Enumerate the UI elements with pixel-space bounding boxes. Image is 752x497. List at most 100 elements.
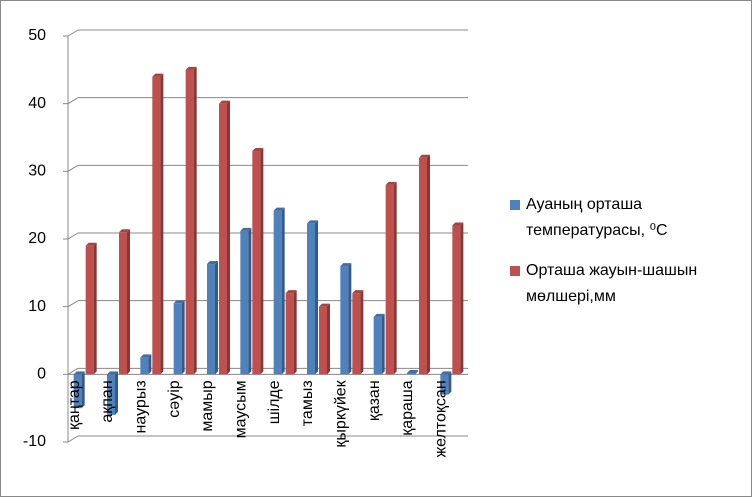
- grid-line: [67, 300, 79, 308]
- bar-top: [107, 371, 118, 375]
- bar: [85, 245, 94, 375]
- x-tick-label: шілде: [266, 380, 283, 424]
- bar-top: [307, 220, 318, 224]
- bar-side: [215, 261, 218, 375]
- bar-side: [381, 313, 385, 375]
- bar-top: [252, 148, 264, 152]
- x-tick-label: қаңтар: [66, 380, 83, 430]
- bar-top: [419, 154, 430, 158]
- bar: [340, 266, 349, 375]
- bar: [285, 293, 294, 375]
- bar-side: [193, 66, 197, 375]
- grid-line: [67, 435, 79, 443]
- bar-top: [85, 242, 97, 246]
- legend-swatch: [510, 266, 520, 276]
- bar-top: [407, 369, 418, 373]
- bar-top: [140, 354, 152, 358]
- x-tick-label: тамыз: [299, 380, 316, 426]
- bar-top: [219, 100, 230, 104]
- bar-side: [160, 73, 164, 375]
- bar-top: [285, 290, 297, 294]
- grid-line: [67, 97, 79, 105]
- bar-side: [448, 371, 452, 395]
- bar-side: [427, 154, 430, 375]
- bar-side: [293, 290, 297, 375]
- bar-side: [415, 369, 418, 375]
- bar-top: [152, 73, 164, 77]
- bar-top: [452, 222, 464, 226]
- bar-top: [240, 227, 252, 231]
- bar: [119, 232, 127, 375]
- bar: [452, 225, 461, 375]
- x-tick-label: қазан: [366, 380, 383, 421]
- bar-side: [327, 303, 330, 375]
- bar: [207, 264, 215, 375]
- bar: [252, 151, 261, 375]
- x-tick-label: мамыр: [199, 380, 216, 431]
- x-tick-label: сәуір: [166, 380, 183, 417]
- x-tick-label: қыркүйек: [333, 379, 350, 447]
- bar: [240, 230, 249, 375]
- bar: [107, 374, 115, 415]
- bar: [273, 210, 282, 375]
- bar-top: [440, 371, 452, 375]
- legend-label: Орташа жауын-шашын мөлшері,мм: [526, 262, 698, 305]
- y-tick-label: 10: [28, 298, 46, 315]
- bar-side: [127, 229, 130, 375]
- bar: [219, 103, 227, 375]
- bar-top: [173, 300, 185, 304]
- bar: [307, 223, 315, 375]
- bar-side: [460, 222, 464, 375]
- legend-item: Ауаның орташа температурасы, ⁰С: [510, 192, 745, 244]
- x-tick-label: қараша: [399, 380, 416, 436]
- bar-top: [373, 313, 385, 317]
- bar-top: [385, 181, 397, 185]
- legend-swatch: [510, 200, 520, 210]
- legend-item: Орташа жауын-шашын мөлшері,мм: [510, 258, 745, 310]
- x-tick-label: ақпан: [99, 380, 116, 422]
- bar-side: [115, 371, 118, 415]
- y-tick-label: 30: [28, 163, 46, 180]
- bar-side: [148, 354, 152, 375]
- y-tick-label: 0: [37, 366, 46, 383]
- bar-top: [73, 371, 85, 375]
- bar: [173, 303, 182, 375]
- bar-side: [360, 290, 364, 375]
- bar-side: [248, 227, 252, 375]
- bar-top: [119, 229, 130, 233]
- grid-line: [67, 29, 79, 37]
- bar: [152, 76, 161, 375]
- bar: [440, 374, 449, 395]
- bar-top: [319, 303, 330, 307]
- bar-side: [227, 100, 230, 375]
- bar: [352, 293, 361, 375]
- bar-side: [348, 263, 352, 375]
- bar: [140, 357, 149, 375]
- bar-top: [352, 290, 364, 294]
- grid-line: [67, 367, 79, 375]
- bar: [319, 306, 327, 375]
- bar: [373, 316, 382, 375]
- y-tick-label: -10: [23, 433, 46, 450]
- bar-side: [181, 300, 185, 375]
- bar: [407, 372, 415, 375]
- bar-side: [393, 181, 397, 375]
- bar: [419, 157, 427, 375]
- bar: [73, 374, 82, 409]
- bar: [385, 184, 394, 375]
- bar-side: [281, 207, 285, 375]
- x-tick-label: желтоқсан: [433, 380, 450, 457]
- bar-top: [273, 207, 285, 211]
- bar-top: [340, 263, 352, 267]
- y-tick-label: 20: [28, 230, 46, 247]
- bar-side: [260, 148, 264, 375]
- y-tick-label: 40: [28, 95, 46, 112]
- legend: Ауаның орташа температурасы, ⁰С Орташа жа…: [510, 192, 745, 324]
- x-tick-label: маусым: [233, 380, 250, 438]
- bar-top: [207, 261, 218, 265]
- grid-line: [67, 164, 79, 172]
- bar-side: [81, 371, 85, 409]
- bar-side: [315, 220, 318, 375]
